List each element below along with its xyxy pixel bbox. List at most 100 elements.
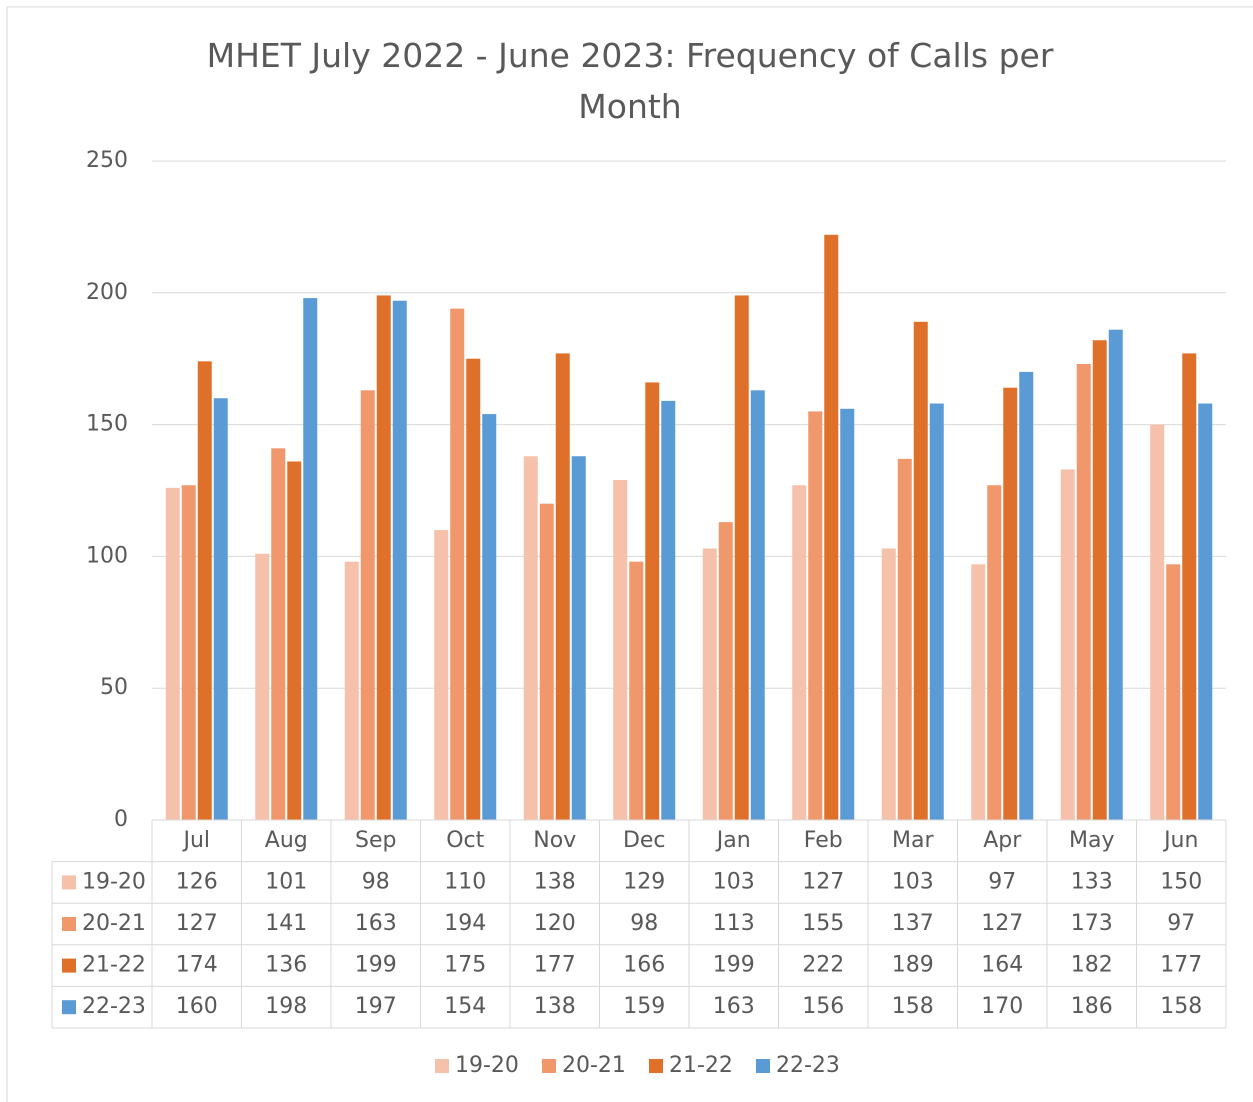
legend-label: 21-22 — [669, 1053, 733, 1078]
y-tick-label: 0 — [114, 807, 128, 832]
table-value: 127 — [176, 911, 218, 936]
bar — [1060, 469, 1075, 820]
table-value: 138 — [534, 994, 576, 1019]
x-tick-label: Mar — [892, 828, 934, 853]
table-value: 159 — [623, 994, 665, 1019]
legend-label: 20-21 — [562, 1053, 626, 1078]
table-key — [62, 958, 76, 973]
table-value: 156 — [802, 994, 844, 1019]
table-value: 174 — [176, 953, 218, 978]
table-value: 120 — [534, 911, 576, 936]
table-value: 137 — [892, 911, 934, 936]
table-value: 170 — [981, 994, 1023, 1019]
table-value: 177 — [534, 953, 576, 978]
table-value: 222 — [802, 953, 844, 978]
bar — [750, 390, 765, 820]
bar — [555, 353, 570, 820]
bar — [197, 361, 212, 820]
table-value: 186 — [1071, 994, 1113, 1019]
x-tick-label: Jul — [181, 828, 210, 853]
bar — [661, 400, 676, 820]
bar — [213, 398, 228, 820]
table-value: 127 — [981, 911, 1023, 936]
bar — [881, 548, 896, 820]
table-value: 164 — [981, 953, 1023, 978]
table-value: 155 — [802, 911, 844, 936]
bar — [913, 321, 928, 820]
bar — [792, 485, 807, 820]
bar — [303, 298, 318, 820]
table-value: 182 — [1071, 953, 1113, 978]
y-tick-label: 150 — [86, 412, 128, 437]
bar — [718, 522, 733, 820]
x-tick-label: Jan — [715, 828, 751, 853]
table-value: 194 — [444, 911, 486, 936]
bar — [1108, 329, 1123, 820]
table-value: 177 — [1160, 953, 1202, 978]
table-key — [62, 917, 76, 931]
table-value: 133 — [1071, 869, 1113, 894]
legend-label: 22-23 — [776, 1053, 840, 1078]
bar — [165, 487, 180, 820]
legend-key — [756, 1059, 770, 1073]
bar — [181, 485, 196, 820]
table-value: 138 — [534, 869, 576, 894]
bar — [1076, 363, 1091, 820]
table-key — [62, 1000, 76, 1015]
bar — [1198, 403, 1213, 820]
x-tick-label: Oct — [446, 828, 484, 853]
bar — [434, 530, 449, 820]
bar — [1019, 371, 1034, 820]
bar — [1150, 424, 1165, 820]
bar — [523, 456, 538, 820]
table-value: 154 — [444, 994, 486, 1019]
bar — [571, 456, 586, 820]
chart-title: MHET July 2022 - June 2023: Frequency of… — [206, 36, 1054, 126]
y-tick-label: 250 — [86, 148, 128, 173]
bar — [450, 308, 465, 820]
table-value: 110 — [444, 869, 486, 894]
table-series-label: 19-20 — [82, 869, 146, 894]
bar — [360, 390, 375, 820]
table-key — [62, 875, 76, 890]
x-tick-label: May — [1069, 828, 1114, 853]
bar — [466, 358, 481, 820]
table-value: 189 — [892, 953, 934, 978]
table-value: 101 — [265, 869, 307, 894]
table-value: 197 — [355, 994, 397, 1019]
table-series-label: 21-22 — [82, 953, 146, 978]
bar — [482, 414, 497, 820]
bar — [539, 503, 554, 820]
table-value: 113 — [713, 911, 755, 936]
bar — [702, 548, 717, 820]
bar — [613, 479, 628, 820]
table-value: 141 — [265, 911, 307, 936]
table-value: 158 — [1160, 994, 1202, 1019]
table-value: 173 — [1071, 911, 1113, 936]
table-value: 199 — [355, 953, 397, 978]
legend-key — [542, 1059, 556, 1073]
table-value: 160 — [176, 994, 218, 1019]
bar — [1166, 564, 1181, 820]
bar — [987, 485, 1002, 820]
bar — [840, 408, 855, 820]
table-value: 97 — [1167, 911, 1195, 936]
bar — [971, 564, 986, 820]
table-value: 98 — [630, 911, 658, 936]
table-value: 163 — [713, 994, 755, 1019]
table-series-label: 20-21 — [82, 911, 146, 936]
legend-key — [435, 1059, 449, 1073]
x-tick-label: Dec — [623, 828, 666, 853]
table-value: 163 — [355, 911, 397, 936]
bar — [824, 234, 839, 821]
y-tick-label: 200 — [86, 280, 128, 305]
table-value: 166 — [623, 953, 665, 978]
y-tick-label: 100 — [86, 543, 128, 568]
x-tick-label: Aug — [265, 828, 308, 853]
table-value: 98 — [362, 869, 390, 894]
bar — [629, 561, 644, 820]
table-value: 129 — [623, 869, 665, 894]
legend-key — [649, 1059, 663, 1073]
bar — [344, 561, 359, 820]
